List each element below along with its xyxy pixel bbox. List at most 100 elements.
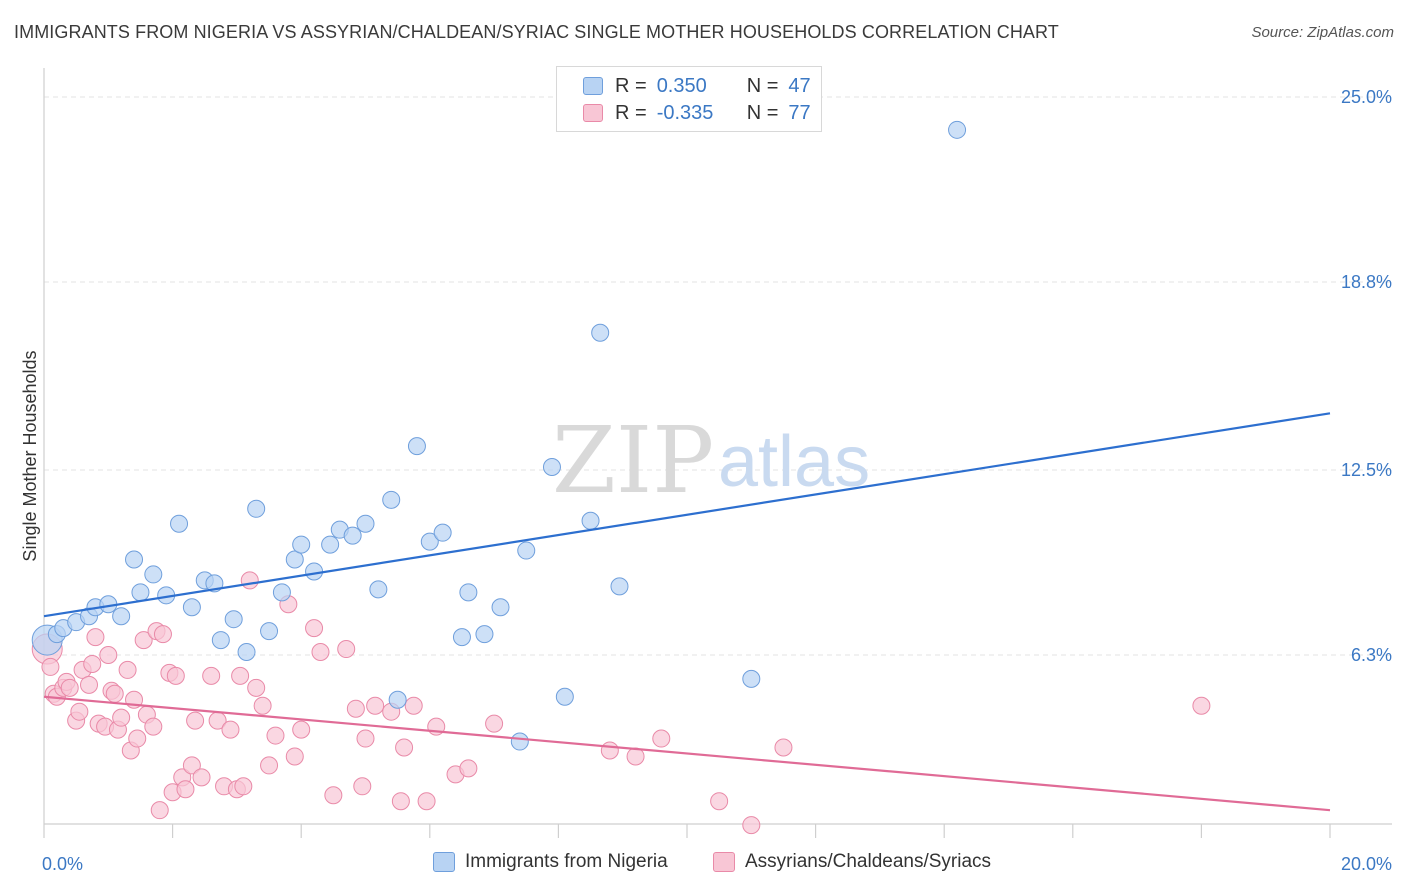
- data-point: [324, 786, 343, 805]
- data-point: [710, 792, 729, 811]
- data-point: [125, 550, 144, 569]
- y-tick-label: 18.8%: [1341, 272, 1392, 292]
- data-point: [41, 657, 60, 676]
- x-tick-min: 0.0%: [42, 854, 83, 874]
- data-point: [266, 726, 285, 745]
- legend-n-value: 47: [788, 74, 811, 97]
- data-point: [346, 699, 365, 718]
- data-point: [285, 550, 304, 569]
- data-point: [485, 714, 504, 733]
- bottom-legend-assyrians: Assyrians/Chaldeans/Syriacs: [713, 851, 991, 873]
- data-point: [224, 610, 243, 629]
- axes: [43, 68, 1392, 838]
- data-point: [260, 756, 279, 775]
- data-point: [366, 696, 385, 715]
- data-point: [475, 625, 494, 644]
- data-point: [247, 678, 266, 697]
- data-point: [153, 625, 172, 644]
- data-point: [356, 514, 375, 533]
- data-point: [240, 571, 259, 590]
- data-point: [433, 523, 452, 542]
- legend-n-label: N =: [746, 74, 779, 97]
- data-point: [321, 535, 340, 554]
- data-point: [581, 511, 600, 530]
- data-point: [105, 684, 124, 703]
- data-point: [417, 792, 436, 811]
- data-point: [182, 756, 201, 775]
- data-point: [356, 729, 375, 748]
- y-tick-label: 25.0%: [1341, 87, 1392, 107]
- data-point: [247, 499, 266, 518]
- legend-r-label: R =: [615, 101, 647, 124]
- data-point: [382, 490, 401, 509]
- data-point: [234, 777, 253, 796]
- data-point: [292, 720, 311, 739]
- data-point: [144, 717, 163, 736]
- data-point: [369, 580, 388, 599]
- data-point: [134, 631, 153, 650]
- data-point: [391, 792, 410, 811]
- data-point: [404, 696, 423, 715]
- data-point: [128, 729, 147, 748]
- data-point: [948, 120, 967, 139]
- legend: R = 0.350 N = 47 R = -0.335 N = 77: [556, 66, 822, 132]
- data-point: [774, 738, 793, 757]
- data-point: [388, 690, 407, 709]
- bottom-legend-swatch-pink: [713, 852, 735, 872]
- legend-r-label: R =: [615, 74, 647, 97]
- data-point: [231, 666, 250, 685]
- data-point: [70, 702, 89, 721]
- gridlines: [44, 96, 1392, 656]
- data-point: [305, 619, 324, 638]
- series-assyrians-points: [31, 571, 1211, 835]
- bottom-legend-label-nigeria: Immigrants from Nigeria: [465, 851, 668, 872]
- watermark-zip: ZIP: [552, 407, 714, 514]
- data-point: [292, 535, 311, 554]
- data-point: [176, 780, 195, 799]
- data-point: [555, 687, 574, 706]
- series-nigeria-points: [31, 120, 967, 751]
- legend-swatch-pink: [583, 104, 603, 122]
- source-label: Source: ZipAtlas.com: [1251, 24, 1394, 41]
- data-point: [211, 631, 230, 650]
- data-point: [186, 711, 205, 730]
- data-point: [112, 607, 131, 626]
- y-tick-label: 6.3%: [1351, 645, 1392, 665]
- data-point: [337, 640, 356, 659]
- data-point: [60, 678, 79, 697]
- bottom-legend-swatch-blue: [433, 852, 455, 872]
- legend-swatch-blue: [583, 77, 603, 95]
- data-point: [652, 729, 671, 748]
- data-point: [285, 747, 304, 766]
- data-point: [192, 768, 211, 787]
- data-point: [407, 437, 426, 456]
- data-point: [166, 666, 185, 685]
- data-point: [80, 675, 99, 694]
- data-point: [86, 628, 105, 647]
- legend-r-value: 0.350: [656, 74, 707, 97]
- data-point: [395, 738, 414, 757]
- data-point: [517, 541, 536, 560]
- data-point: [742, 816, 761, 835]
- data-point: [610, 577, 629, 596]
- legend-r-value: -0.335: [656, 101, 714, 124]
- trend-line-nigeria: [43, 412, 1331, 618]
- data-point: [150, 801, 169, 820]
- data-point: [99, 646, 118, 664]
- data-point: [510, 732, 529, 751]
- data-point: [83, 654, 102, 673]
- bottom-legend-label-assyrians: Assyrians/Chaldeans/Syriacs: [745, 851, 992, 872]
- data-point: [459, 759, 478, 778]
- x-tick-max: 20.0%: [1341, 854, 1392, 874]
- legend-n-value: 77: [788, 101, 811, 124]
- trend-lines: [43, 412, 1331, 812]
- data-point: [742, 669, 761, 688]
- y-tick-label: 12.5%: [1341, 460, 1392, 480]
- data-point: [237, 643, 256, 662]
- data-point: [452, 628, 471, 647]
- data-point: [272, 583, 291, 602]
- legend-row-assyrians: R = -0.335 N = 77: [583, 101, 811, 125]
- data-point: [1192, 696, 1211, 715]
- data-point: [600, 741, 619, 760]
- data-point: [202, 666, 221, 685]
